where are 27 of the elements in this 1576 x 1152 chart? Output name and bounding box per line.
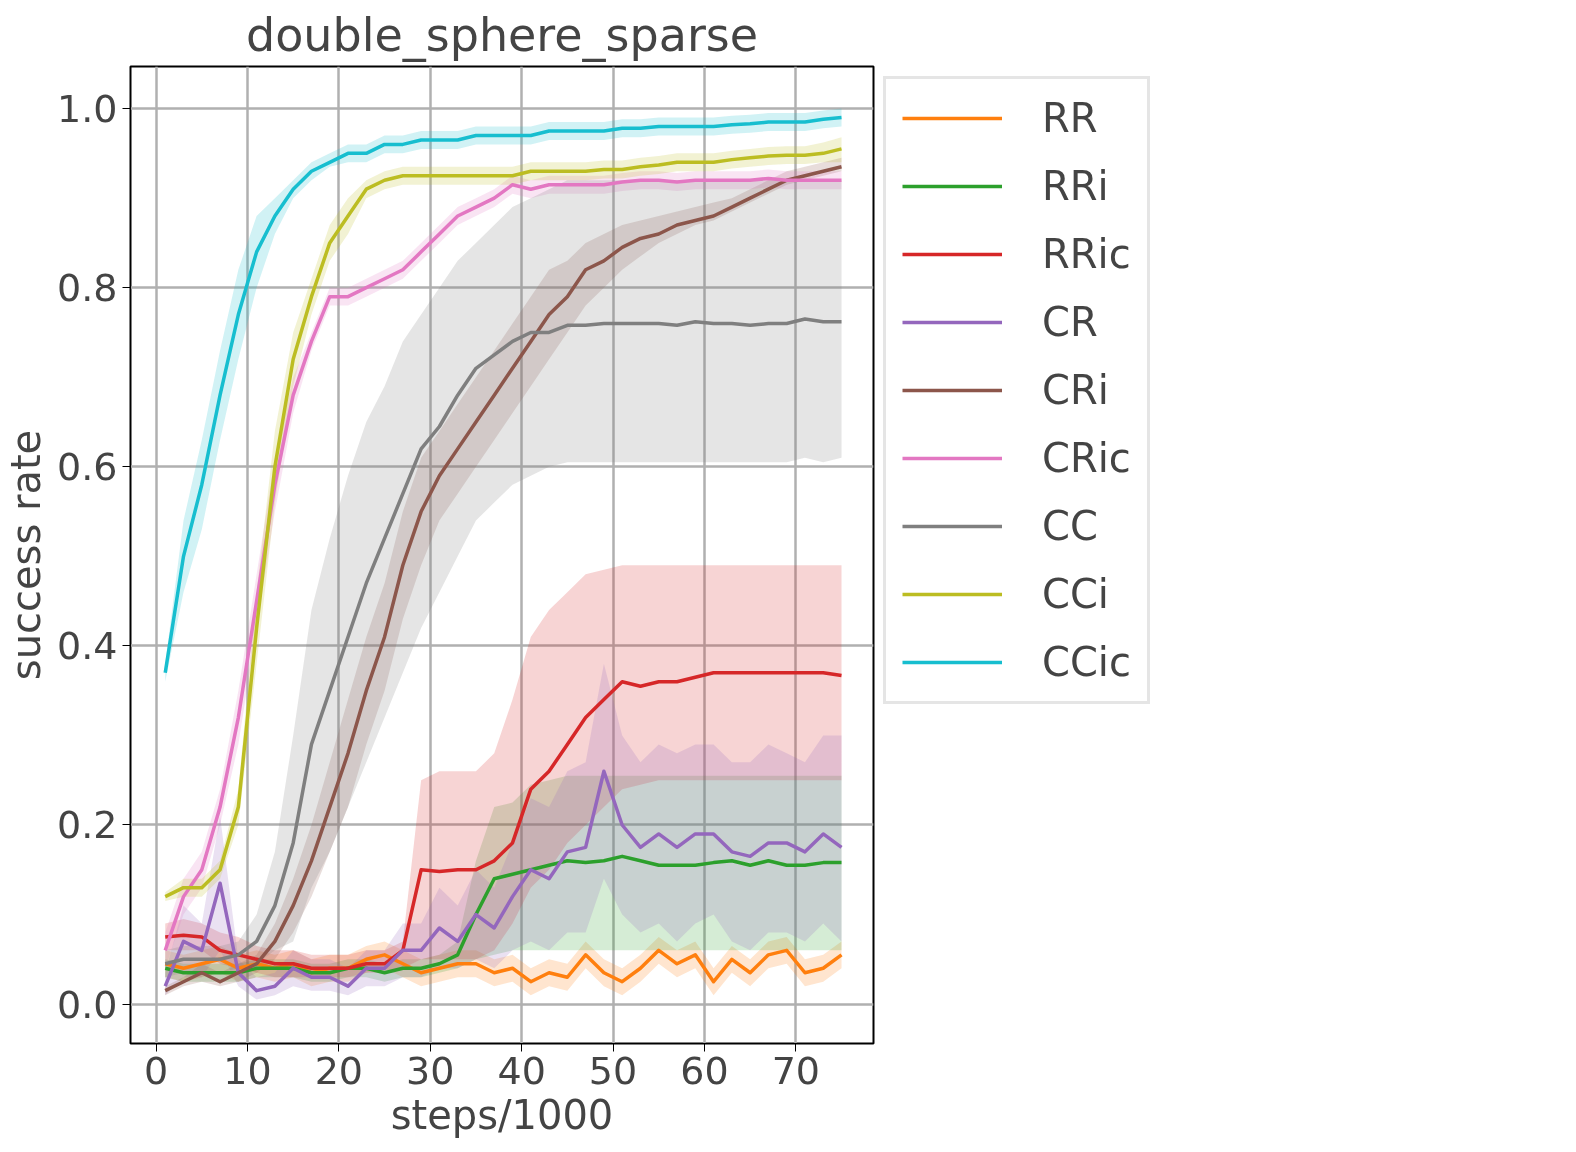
y-tick-label: 0.6 [57,445,118,490]
y-axis-title: success rate [3,429,50,681]
legend-label: CCic [1042,639,1131,685]
y-tick-label: 0.8 [57,266,118,311]
y-tick-label: 0.4 [57,624,118,669]
legend-label: RRic [1042,231,1131,277]
chart-title: double_sphere_sparse [245,7,759,62]
x-tick-label: 50 [588,1048,638,1093]
legend-label: CC [1042,503,1098,549]
legend-label: RR [1042,95,1098,141]
line-series [163,317,844,966]
legend-label: CRi [1042,367,1109,413]
x-axis-title: steps/1000 [390,1091,614,1138]
legend-label: RRi [1042,163,1109,209]
y-tick-label: 0.0 [57,982,118,1027]
x-tick-label: 10 [223,1048,272,1093]
y-tick-label: 0.2 [57,803,118,848]
legend-label: CCi [1042,571,1109,617]
legend-label: CRic [1042,435,1131,481]
x-tick-label: 40 [497,1048,546,1093]
x-tick-label: 60 [680,1048,729,1093]
y-tick-label: 1.0 [57,87,118,132]
x-tick-label: 70 [771,1048,820,1093]
legend-label: CR [1042,299,1098,345]
x-tick-label: 20 [314,1048,364,1093]
x-tick-label: 0 [144,1048,169,1093]
x-tick-label: 30 [406,1048,455,1093]
